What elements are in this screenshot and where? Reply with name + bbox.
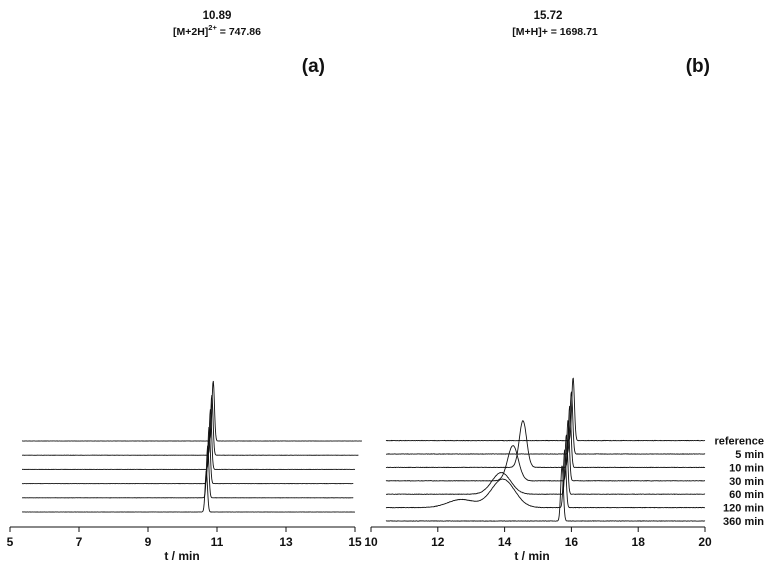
panel-a-x-tick-label: 5	[7, 535, 14, 549]
panel-b-trace	[385, 377, 706, 442]
panel-b-trace	[385, 449, 706, 509]
panel-b-traces	[385, 377, 706, 522]
panel-b-x-tick-label: 18	[632, 535, 646, 549]
panel-b-x-tick-label: 14	[498, 535, 512, 549]
panel-a-x-axis-title: t / min	[164, 549, 199, 563]
panel-a-trace	[22, 409, 356, 470]
panel-b-trace	[385, 420, 706, 482]
panel-b-trace	[386, 391, 706, 455]
panel-a-trace	[21, 426, 354, 485]
panel-b-x-tick-label: 20	[698, 535, 712, 549]
panel-b-trace-label: 10 min	[729, 462, 764, 474]
panel-b-x-tick-label: 12	[431, 535, 445, 549]
panel-a-chromatogram: 5 7 9 11 13 15 t / min (a) 10.89 [M+2H]2+ = 7…	[7, 10, 362, 563]
panel-a-ion-charge: 2+	[208, 23, 217, 32]
panel-b-peak-ion: [M+H]+ = 1698.71	[512, 26, 598, 38]
panel-a-x-tick-label: 11	[211, 535, 224, 549]
panel-b-trace-label: 30 min	[729, 476, 764, 488]
panel-b-trace-label: 120 min	[723, 503, 764, 515]
panel-b-letter: (b)	[686, 56, 710, 77]
panel-b-x-tick-label: 16	[565, 535, 579, 549]
panel-a-peak-retention-time: 10.89	[203, 10, 232, 22]
panel-a-letter: (a)	[302, 56, 325, 77]
panel-a-ion-value: = 747.86	[217, 26, 261, 38]
panel-a-traces	[21, 380, 362, 513]
panel-a-trace	[21, 380, 362, 442]
panel-a-trace	[21, 470, 356, 513]
panel-a-x-tick-label: 9	[145, 535, 152, 549]
panel-a-trace	[21, 445, 354, 499]
panel-b-trace-label: 360 min	[723, 516, 764, 528]
panel-b-x-ticks: 10 12 14 16 18 20	[364, 527, 712, 549]
panel-b-trace	[385, 465, 706, 522]
panel-b-trace	[385, 434, 706, 495]
panel-b-trace	[385, 405, 706, 469]
panel-b-peak-retention-time: 15.72	[534, 10, 563, 22]
panel-a-x-ticks: 5 7 9 11 13 15	[7, 527, 362, 549]
panel-b-x-axis-title: t / min	[514, 549, 549, 563]
panel-b-trace-label: 60 min	[729, 489, 764, 501]
panel-b-x-tick-label: 10	[364, 535, 378, 549]
panel-a-trace	[21, 394, 359, 456]
panel-a-peak-ion: [M+2H]2+ = 747.86	[173, 23, 261, 38]
panel-a-x-tick-label: 13	[279, 535, 293, 549]
panel-a-x-tick-label: 7	[76, 535, 83, 549]
panel-b-trace-label: 5 min	[735, 449, 764, 461]
panel-a-x-tick-label: 15	[348, 535, 362, 549]
panel-a-ion-label: [M+2H]	[173, 26, 208, 38]
panel-b-trace-label: reference	[714, 436, 764, 448]
